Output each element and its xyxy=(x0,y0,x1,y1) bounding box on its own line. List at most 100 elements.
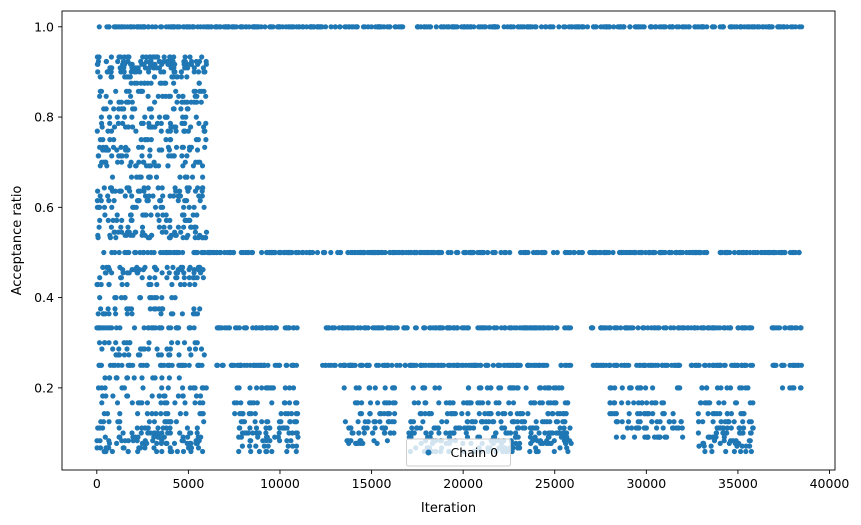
data-point xyxy=(128,217,134,223)
data-point xyxy=(111,137,117,143)
data-point xyxy=(170,311,176,317)
data-point xyxy=(513,440,519,446)
data-point xyxy=(743,362,749,368)
data-point xyxy=(680,434,686,440)
data-point xyxy=(201,69,207,75)
data-point xyxy=(314,249,321,256)
data-point xyxy=(659,400,665,406)
data-point xyxy=(104,163,110,169)
data-point xyxy=(188,224,194,230)
data-point xyxy=(549,325,555,331)
data-point xyxy=(614,362,620,368)
data-point xyxy=(155,185,161,191)
data-point xyxy=(169,281,175,288)
data-point xyxy=(199,385,205,391)
data-point xyxy=(258,24,264,30)
data-point xyxy=(455,249,461,256)
data-point xyxy=(379,249,385,256)
data-point xyxy=(176,352,182,358)
data-point xyxy=(465,425,471,431)
data-point xyxy=(181,224,187,230)
data-point xyxy=(178,74,184,80)
data-point xyxy=(668,249,675,256)
data-point xyxy=(767,249,773,256)
data-point xyxy=(543,24,549,30)
data-point xyxy=(763,249,769,256)
data-point xyxy=(178,69,184,75)
data-point xyxy=(284,448,290,455)
data-point xyxy=(533,448,539,455)
data-point xyxy=(150,438,156,444)
data-point xyxy=(158,352,164,358)
data-point xyxy=(272,362,278,368)
data-point xyxy=(619,419,625,425)
data-point xyxy=(127,188,133,194)
data-point xyxy=(447,362,453,368)
data-point xyxy=(112,188,118,194)
data-point xyxy=(195,159,201,165)
data-point xyxy=(504,24,511,30)
data-point xyxy=(545,325,551,331)
data-point xyxy=(160,306,166,312)
data-point xyxy=(283,24,289,30)
data-point xyxy=(153,24,159,30)
data-point xyxy=(516,445,522,451)
data-point xyxy=(140,267,146,273)
data-point xyxy=(188,430,194,436)
data-point xyxy=(139,232,145,238)
data-point xyxy=(175,270,181,276)
data-point xyxy=(520,419,526,425)
data-point xyxy=(249,249,255,256)
data-point xyxy=(438,362,444,368)
data-point xyxy=(414,425,420,431)
data-point xyxy=(390,385,396,391)
data-point xyxy=(711,24,718,30)
data-point xyxy=(674,385,681,391)
data-point xyxy=(97,295,103,301)
data-point xyxy=(256,430,262,436)
data-point xyxy=(738,448,744,455)
data-point xyxy=(477,362,483,368)
data-point xyxy=(525,362,531,368)
data-point xyxy=(644,400,650,406)
data-point xyxy=(660,425,666,431)
data-point xyxy=(194,212,200,218)
data-point xyxy=(140,385,146,391)
data-point xyxy=(196,120,202,126)
data-point xyxy=(272,249,278,256)
data-point xyxy=(203,137,209,143)
data-point xyxy=(601,325,607,331)
data-point xyxy=(619,249,625,256)
data-point xyxy=(654,419,660,425)
data-point xyxy=(247,425,253,431)
data-point xyxy=(528,440,534,446)
data-point xyxy=(449,24,456,30)
data-point xyxy=(129,400,135,406)
data-point xyxy=(116,54,122,60)
data-point xyxy=(385,411,391,417)
data-point xyxy=(145,185,151,191)
data-point xyxy=(180,93,186,99)
data-point xyxy=(345,249,351,256)
data-point xyxy=(382,430,388,436)
data-point xyxy=(721,438,727,444)
data-point xyxy=(146,193,152,199)
data-point xyxy=(733,400,740,406)
data-point xyxy=(451,411,457,417)
data-point xyxy=(532,362,538,368)
data-point xyxy=(674,249,680,256)
data-point xyxy=(421,24,427,30)
data-point xyxy=(507,411,514,417)
data-point xyxy=(158,120,164,126)
data-point xyxy=(545,411,551,417)
data-point xyxy=(103,58,109,65)
data-point xyxy=(299,24,306,30)
data-point xyxy=(99,124,105,130)
data-point xyxy=(417,411,423,417)
data-point xyxy=(423,430,429,436)
data-point xyxy=(95,325,101,331)
data-point xyxy=(125,438,132,444)
data-point xyxy=(358,362,365,368)
data-point xyxy=(129,114,135,120)
data-point xyxy=(289,249,295,256)
